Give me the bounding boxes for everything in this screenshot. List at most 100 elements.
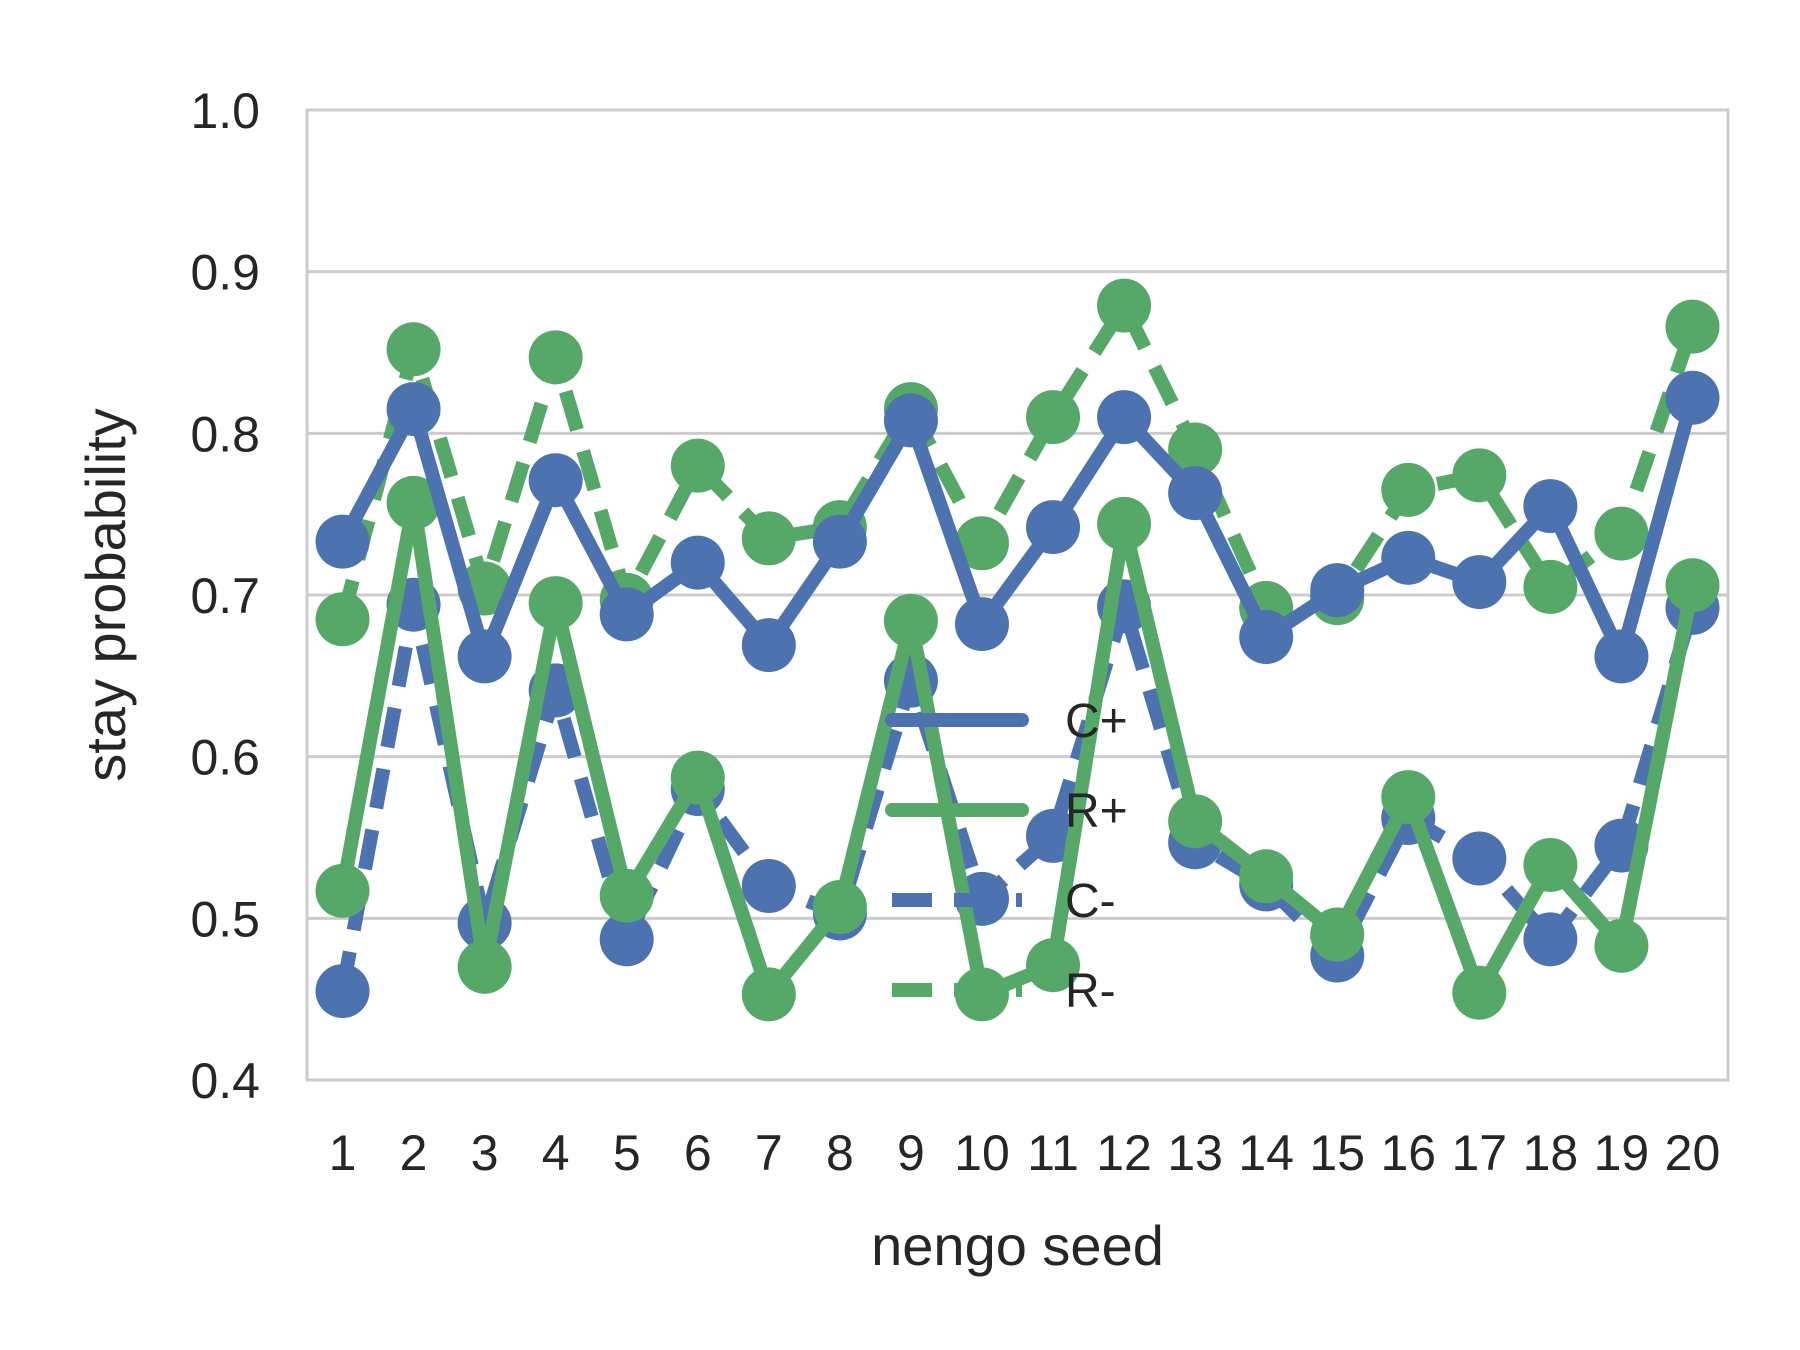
legend: C+ R+ C- R- bbox=[885, 695, 1128, 1018]
legend-label: C+ bbox=[1065, 695, 1128, 748]
legend-label: C- bbox=[1065, 875, 1116, 928]
data-point bbox=[1452, 965, 1507, 1020]
data-point bbox=[599, 587, 654, 642]
data-point bbox=[315, 514, 370, 569]
data-point bbox=[741, 859, 796, 913]
data-point bbox=[386, 322, 441, 377]
y-tick-label: 0.4 bbox=[190, 1053, 260, 1109]
y-tick-label: 0.9 bbox=[190, 245, 260, 301]
series-R- bbox=[315, 278, 1720, 647]
data-point bbox=[670, 750, 725, 805]
data-point bbox=[1310, 563, 1365, 618]
x-tick-label: 1 bbox=[329, 1125, 357, 1181]
data-point bbox=[670, 535, 725, 590]
data-point bbox=[741, 618, 796, 673]
data-point bbox=[315, 863, 370, 918]
data-point bbox=[599, 868, 654, 923]
x-tick-label: 13 bbox=[1167, 1125, 1223, 1181]
y-tick-label: 0.6 bbox=[190, 730, 260, 786]
data-point bbox=[883, 593, 938, 648]
data-point bbox=[1097, 278, 1152, 333]
data-point bbox=[386, 475, 441, 530]
data-point bbox=[1523, 912, 1578, 967]
data-point bbox=[812, 880, 867, 935]
legend-item-C-: C- bbox=[892, 875, 1116, 928]
data-point bbox=[1594, 506, 1649, 561]
legend-item-C+: C+ bbox=[885, 695, 1128, 748]
data-point bbox=[1381, 770, 1436, 825]
data-point bbox=[1594, 918, 1649, 973]
data-point bbox=[1168, 794, 1223, 849]
data-point bbox=[528, 330, 583, 385]
data-point bbox=[1026, 390, 1081, 445]
data-point bbox=[1239, 849, 1294, 904]
data-point bbox=[528, 576, 583, 631]
x-tick-label: 15 bbox=[1309, 1125, 1365, 1181]
y-axis-label: stay probability bbox=[74, 408, 137, 782]
data-point bbox=[954, 597, 1009, 652]
data-point bbox=[1168, 466, 1223, 521]
legend-label: R+ bbox=[1065, 785, 1128, 838]
x-tick-label: 5 bbox=[613, 1125, 641, 1181]
y-tick-label: 0.5 bbox=[190, 891, 260, 947]
x-tick-label: 7 bbox=[755, 1125, 783, 1181]
data-point bbox=[1523, 559, 1578, 614]
data-point bbox=[528, 453, 583, 508]
data-point bbox=[1310, 907, 1365, 962]
legend-item-R-: R- bbox=[892, 965, 1116, 1018]
x-tick-label: 6 bbox=[684, 1125, 712, 1181]
x-tick-label: 14 bbox=[1238, 1125, 1294, 1181]
plot-frame bbox=[305, 108, 1730, 1082]
data-point bbox=[315, 964, 370, 1019]
x-tick-label: 12 bbox=[1096, 1125, 1152, 1181]
data-point bbox=[1097, 390, 1152, 445]
data-point bbox=[1381, 462, 1436, 517]
data-point bbox=[1097, 496, 1152, 551]
data-point bbox=[1381, 530, 1436, 585]
x-tick-label: 11 bbox=[1027, 1125, 1079, 1181]
data-point bbox=[1026, 500, 1081, 555]
x-tick-labels: 1 2 3 4 5 6 7 8 9 10 11 12 13 14 15 16 17 18 19 20 bbox=[329, 1125, 1721, 1181]
y-tick-label: 0.8 bbox=[190, 406, 260, 462]
legend-label: R- bbox=[1065, 965, 1116, 1018]
x-tick-label: 18 bbox=[1523, 1125, 1579, 1181]
data-point bbox=[1665, 299, 1720, 354]
data-point bbox=[1026, 938, 1081, 993]
data-point bbox=[670, 438, 725, 493]
data-point bbox=[1452, 448, 1507, 503]
data-point bbox=[386, 382, 441, 437]
x-tick-label: 17 bbox=[1452, 1125, 1508, 1181]
data-point bbox=[1168, 422, 1223, 477]
data-point bbox=[1665, 370, 1720, 425]
x-tick-label: 20 bbox=[1665, 1125, 1721, 1181]
data-point bbox=[315, 592, 370, 647]
data-point bbox=[1665, 558, 1720, 613]
data-point bbox=[1239, 610, 1294, 665]
y-tick-labels: 0.4 0.5 0.6 0.7 0.8 0.9 1.0 bbox=[190, 83, 260, 1109]
series-C+ bbox=[315, 370, 1720, 684]
y-tick-label: 0.7 bbox=[190, 568, 260, 624]
data-point bbox=[741, 511, 796, 566]
data-point bbox=[883, 393, 938, 448]
x-tick-label: 16 bbox=[1380, 1125, 1436, 1181]
data-point bbox=[1452, 831, 1507, 886]
series-line bbox=[335, 495, 1700, 1002]
data-point bbox=[1523, 479, 1578, 534]
data-point bbox=[599, 912, 654, 967]
x-tick-label: 9 bbox=[897, 1125, 925, 1181]
legend-item-R+: R+ bbox=[885, 785, 1128, 838]
data-point bbox=[741, 967, 796, 1022]
y-tick-label: 1.0 bbox=[190, 83, 260, 139]
series-lines bbox=[315, 278, 1720, 1022]
data-point bbox=[457, 629, 512, 684]
x-axis-label: nengo seed bbox=[871, 1214, 1164, 1277]
x-tick-label: 19 bbox=[1594, 1125, 1650, 1181]
x-tick-label: 2 bbox=[400, 1125, 428, 1181]
x-tick-label: 8 bbox=[826, 1125, 854, 1181]
data-point bbox=[954, 516, 1009, 571]
data-point bbox=[1594, 629, 1649, 684]
x-tick-label: 4 bbox=[542, 1125, 570, 1181]
data-point bbox=[1452, 555, 1507, 610]
x-tick-label: 3 bbox=[471, 1125, 499, 1181]
